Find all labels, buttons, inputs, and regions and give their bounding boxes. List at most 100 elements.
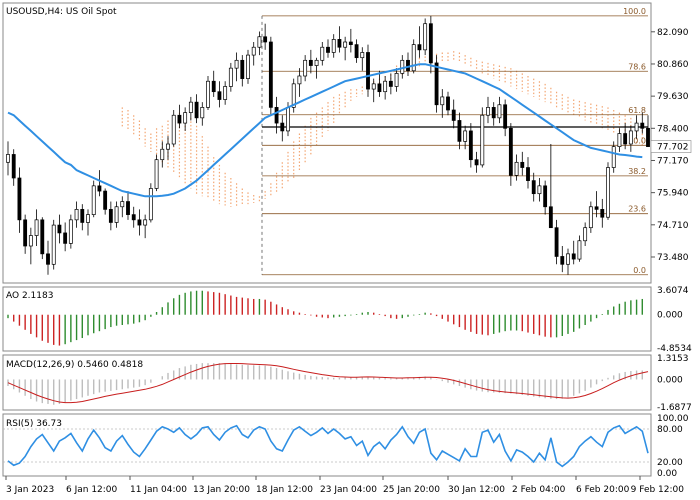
candle-body [274, 107, 279, 124]
candle-body [326, 46, 330, 53]
candle-body [177, 114, 182, 124]
candle-body [6, 154, 10, 163]
ao-panel[interactable]: 3.6074 0.000 -4.8534 AO 2.1183 [2, 286, 692, 354]
candle-body [411, 44, 416, 72]
date-tick-label: 18 Jan 12:00 [256, 485, 313, 495]
candle-body [308, 59, 313, 66]
candle-body [348, 41, 353, 45]
candle-body [57, 224, 62, 234]
moving-average-path [7, 63, 643, 198]
candle-body [606, 167, 610, 218]
macd-histogram [7, 363, 643, 405]
macd-axis: 1.3153 0.000 -1.6877 [657, 354, 692, 413]
candle-body [588, 206, 593, 229]
candle-body [531, 180, 536, 195]
fib-level-label: 78.6 [628, 62, 646, 71]
current-price-box [650, 140, 692, 153]
macd-panel[interactable]: 1.3153 0.000 -1.6877 MACD(12,26,9) 0.5460 … [2, 354, 692, 413]
candle-body [366, 52, 370, 90]
candle-body [537, 185, 542, 195]
macd-title: MACD(12,26,9) 0.5460 0.4818 [6, 360, 143, 370]
candle-body [263, 36, 268, 43]
moving-average-line [7, 63, 643, 198]
ao-histogram [7, 290, 643, 346]
candle-body [28, 235, 33, 247]
chart-symbol-label: USOUSD,H4: US Oil Spot [6, 7, 117, 17]
date-axis: 3 Jan 2023 6 Jan 12:00 11 Jan 04:00 13 Jan … [5, 476, 684, 495]
rsi-tick-label: 0.00 [657, 469, 677, 479]
date-tick-label: 6 Jan 12:00 [66, 485, 118, 495]
candle-body [234, 59, 239, 69]
candle-body [40, 219, 45, 255]
candle-body [331, 39, 336, 53]
candle-body [34, 219, 39, 236]
candle-body [451, 109, 456, 121]
candle-body [560, 256, 565, 265]
ao-title: AO 2.1183 [6, 291, 53, 301]
candle-body [171, 114, 176, 145]
candle-body [463, 130, 468, 142]
candle-body [400, 59, 405, 74]
candle-body [206, 80, 210, 108]
fib-level-label: 38.2 [628, 167, 646, 176]
candle-body [628, 130, 633, 145]
date-tick-label: 13 Jan 20:00 [193, 485, 250, 495]
candle-body [126, 201, 130, 215]
candle-body [291, 83, 296, 108]
candle-body [548, 206, 553, 229]
macd-panel-frame [2, 354, 652, 411]
price-tick-label: 77.170 [657, 156, 689, 166]
candle-body [23, 219, 28, 247]
ao-panel-frame [2, 286, 652, 352]
candle-body [491, 107, 496, 119]
macd-signal-line [7, 363, 649, 404]
rsi-tick-label: 80.00 [657, 425, 683, 435]
fib-level-label: 61.8 [628, 106, 646, 115]
candle-body [600, 209, 605, 218]
candle-body [143, 219, 148, 226]
candle-body [486, 107, 490, 116]
rsi-panel-frame [2, 413, 652, 477]
candle-body [63, 232, 68, 244]
candle-body [508, 127, 513, 176]
ao-tick-label: 0.000 [657, 311, 683, 321]
candle-body [514, 161, 519, 176]
candle-body [51, 224, 56, 265]
candle-body [303, 59, 308, 77]
candle-body [11, 154, 16, 179]
candle-body [468, 130, 473, 161]
current-price-label: 77.702 [657, 143, 689, 153]
date-tick-label: 23 Jan 04:00 [320, 485, 377, 495]
fib-level-label: 0.0 [633, 266, 646, 275]
main-panel[interactable]: 100.0 78.6 61.8 50.0 38.2 23.6 0.0 82.090 80.86… [2, 2, 692, 284]
candle-body [68, 219, 73, 244]
candle-body [434, 62, 439, 106]
candle-body [360, 52, 365, 59]
price-tick-label: 79.630 [657, 92, 689, 102]
candle-body [91, 185, 96, 215]
date-tick-label: 30 Jan 12:00 [448, 485, 505, 495]
price-axis: 82.090 80.860 79.630 78.400 77.170 75.940 74.7… [650, 28, 692, 263]
candle-body [423, 23, 428, 51]
candle-body [240, 59, 245, 79]
candle-body [200, 107, 205, 119]
candle-body [417, 44, 422, 51]
rsi-title: RSI(5) 36.73 [6, 419, 62, 429]
candle-body [394, 73, 399, 87]
candle-body [571, 253, 576, 260]
candle-body [268, 41, 273, 108]
candle-body [228, 67, 233, 87]
candle-body [103, 190, 108, 210]
candle-body [480, 114, 485, 166]
candle-body [74, 209, 79, 221]
candle-body [120, 201, 125, 208]
candle-body [154, 159, 159, 189]
candle-body [634, 122, 639, 132]
candle-body [86, 214, 90, 223]
candle-body [46, 253, 50, 265]
candle-body [371, 83, 376, 90]
